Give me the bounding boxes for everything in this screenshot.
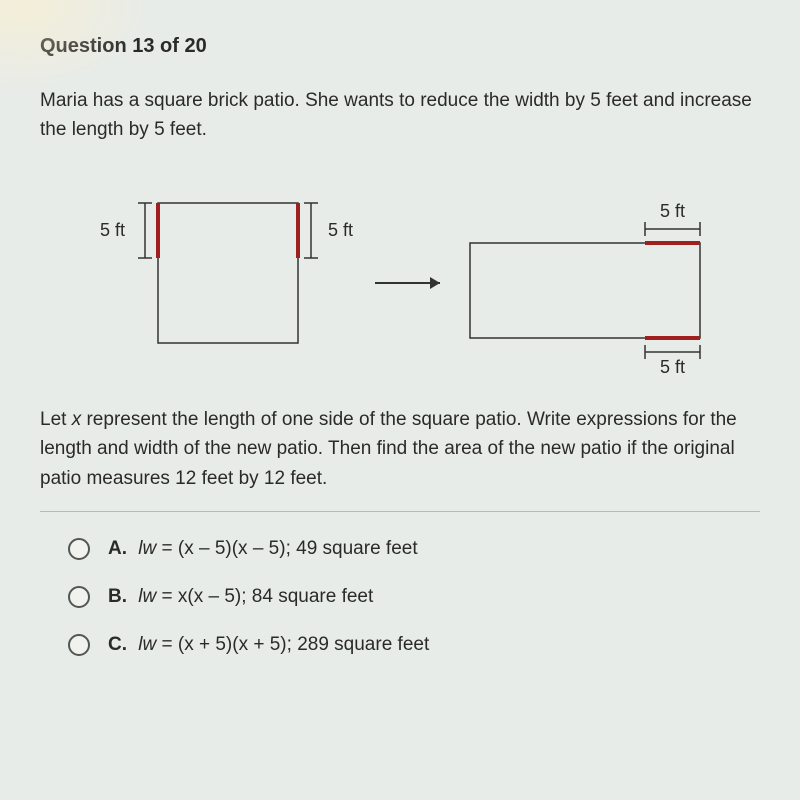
radio-c[interactable] [68, 634, 90, 656]
choice-a-text: A. lw = (x – 5)(x – 5); 49 square feet [108, 538, 418, 560]
choice-a-lw: lw [138, 538, 156, 559]
question-body-1: Maria has a square brick patio. She want… [40, 86, 760, 145]
choice-b[interactable]: B. lw = x(x – 5); 84 square feet [68, 586, 760, 608]
svg-text:5 ft: 5 ft [660, 357, 685, 377]
patio-figure: 5 ft 5 ft 5 ft 5 ft [40, 173, 760, 383]
svg-text:5 ft: 5 ft [100, 220, 125, 240]
svg-text:5 ft: 5 ft [328, 220, 353, 240]
choice-b-letter: B. [108, 586, 127, 607]
choice-a-expr: = (x – 5)(x – 5); 49 square feet [156, 538, 417, 559]
choice-b-lw: lw [138, 586, 156, 607]
answer-choices: A. lw = (x – 5)(x – 5); 49 square feet B… [40, 538, 760, 656]
choice-b-text: B. lw = x(x – 5); 84 square feet [108, 586, 373, 608]
body2-leading: Let [40, 409, 72, 430]
divider [40, 511, 760, 512]
choice-c-text: C. lw = (x + 5)(x + 5); 289 square feet [108, 634, 429, 656]
question-body-2: Let x represent the length of one side o… [40, 405, 760, 493]
choice-c-expr: = (x + 5)(x + 5); 289 square feet [156, 634, 429, 655]
svg-text:5 ft: 5 ft [660, 201, 685, 221]
choice-c-lw: lw [138, 634, 156, 655]
figure-svg: 5 ft 5 ft 5 ft 5 ft [40, 173, 760, 383]
choice-b-expr: = x(x – 5); 84 square feet [156, 586, 373, 607]
body2-variable-x: x [72, 409, 82, 430]
choice-a-letter: A. [108, 538, 127, 559]
body2-trailing: represent the length of one side of the … [40, 409, 737, 489]
choice-c-letter: C. [108, 634, 127, 655]
radio-a[interactable] [68, 538, 90, 560]
radio-b[interactable] [68, 586, 90, 608]
choice-a[interactable]: A. lw = (x – 5)(x – 5); 49 square feet [68, 538, 760, 560]
question-header: Question 13 of 20 [40, 35, 760, 58]
choice-c[interactable]: C. lw = (x + 5)(x + 5); 289 square feet [68, 634, 760, 656]
